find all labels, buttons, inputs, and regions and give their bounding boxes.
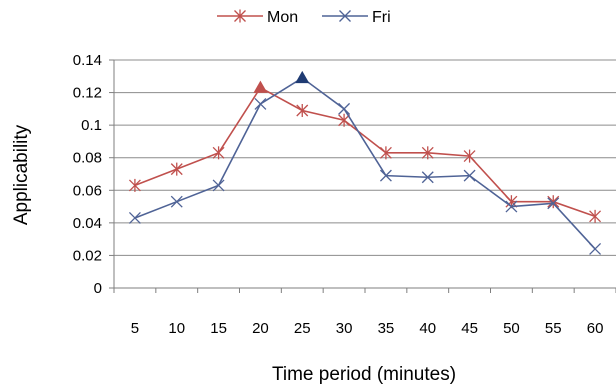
- data-point: [170, 195, 183, 208]
- legend-item-fri: Fri: [322, 9, 391, 26]
- data-point: [547, 195, 560, 209]
- y-tick-label: 0.02: [73, 247, 102, 264]
- x-tick-label: 30: [336, 320, 353, 337]
- data-point: [128, 212, 141, 224]
- y-tick-label: 0.1: [81, 117, 102, 134]
- x-tick-label: 40: [419, 320, 436, 337]
- data-point: [379, 146, 392, 160]
- x-tick-label: 20: [252, 320, 269, 337]
- data-point: [212, 146, 225, 160]
- data-point: [212, 179, 225, 192]
- data-point: [505, 200, 518, 213]
- data-point: [421, 171, 434, 184]
- series-lines: [128, 70, 602, 255]
- series-line-mon: [134, 86, 596, 218]
- y-tick-label: 0: [94, 280, 102, 297]
- gridlines: [114, 59, 616, 256]
- legend: Mon Fri: [217, 9, 391, 26]
- x-tick-label: 10: [168, 320, 185, 337]
- y-tick-labels: 0 0.02 0.04 0.06 0.08 0.1 0.12 0.14: [73, 52, 102, 297]
- data-point: [128, 178, 141, 192]
- legend-label: Mon: [267, 9, 298, 26]
- data-point: [589, 242, 602, 255]
- y-tick-label: 0.08: [73, 150, 102, 167]
- y-tick-label: 0.12: [73, 85, 102, 102]
- data-point: [296, 103, 309, 117]
- x-tick-label: 55: [545, 320, 562, 337]
- data-point: [463, 149, 476, 163]
- legend-label: Fri: [372, 9, 391, 26]
- x-tick-label: 15: [210, 320, 227, 337]
- x-tick-label: 35: [378, 320, 395, 337]
- data-point: [589, 209, 602, 223]
- axes: [109, 59, 616, 293]
- x-tick-label: 25: [294, 320, 311, 337]
- y-tick-label: 0.14: [73, 52, 102, 69]
- legend-item-mon: Mon: [217, 9, 298, 26]
- y-tick-label: 0.06: [73, 182, 102, 199]
- series-line-fri: [134, 76, 596, 250]
- series-fri: [128, 70, 602, 255]
- x-axis-title: Time period (minutes): [272, 364, 456, 385]
- x-tick-labels: 5 10 15 20 25 30 35 40 45 50 55 60: [131, 320, 604, 337]
- data-point: [338, 113, 351, 127]
- x-tick-label: 50: [503, 320, 520, 337]
- series-mon: [128, 80, 602, 223]
- data-point: [379, 169, 392, 182]
- data-point: [254, 98, 267, 110]
- highlight-triangle-point: [295, 70, 310, 84]
- data-point: [547, 197, 560, 210]
- y-axis-title: Applicability: [11, 124, 32, 225]
- x-tick-label: 45: [461, 320, 478, 337]
- x-tick-label: 5: [131, 320, 139, 337]
- data-point: [463, 169, 476, 182]
- highlight-triangle-point: [253, 80, 268, 93]
- x-tick-label: 60: [587, 320, 604, 337]
- legend-marker: [339, 10, 351, 22]
- data-point: [170, 162, 183, 176]
- y-tick-label: 0.04: [73, 215, 102, 232]
- data-point: [338, 102, 351, 115]
- legend-marker: [234, 9, 246, 23]
- data-point: [421, 146, 434, 160]
